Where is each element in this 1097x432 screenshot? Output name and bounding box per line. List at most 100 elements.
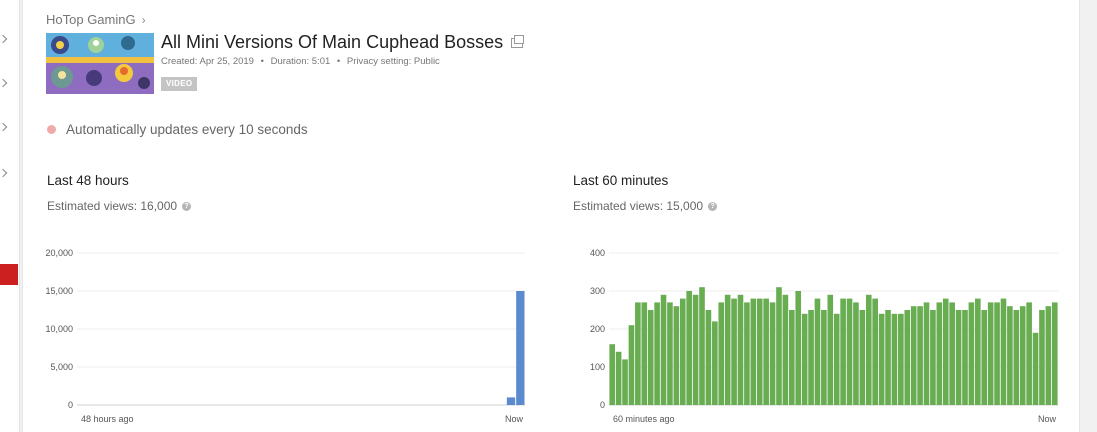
chart-bar — [846, 298, 853, 405]
left-nav-rail — [0, 0, 20, 432]
chart-bar — [516, 291, 525, 405]
chart-bar — [904, 310, 911, 405]
video-meta: Created: Apr 25, 2019 • Duration: 5:01 •… — [161, 56, 440, 67]
estimated-views-48-hours: Estimated views: 16,000 ? — [47, 199, 192, 213]
realtime-card: HoTop GaminG › All Mini Versions Of Main… — [22, 0, 1080, 432]
privacy-setting: Privacy setting: Public — [346, 56, 440, 67]
meta-separator: • — [260, 56, 264, 67]
thumbnail-artwork — [46, 33, 154, 94]
chart-bar — [975, 298, 981, 405]
video-thumbnail[interactable] — [46, 33, 154, 94]
chart-bar — [744, 302, 750, 405]
chart-bar — [910, 306, 917, 405]
estimated-views-48-hours-text: Estimated views: 16,000 — [47, 199, 178, 213]
chevron-icon[interactable] — [0, 168, 8, 178]
chart-bar — [699, 287, 705, 405]
chart-bar — [647, 310, 654, 405]
y-tick-label: 400 — [590, 248, 605, 258]
chart-bar — [635, 302, 641, 405]
chart-bar — [1013, 310, 1020, 405]
open-in-new-icon[interactable] — [511, 34, 525, 48]
nav-active-indicator[interactable] — [0, 264, 18, 285]
live-status-icon — [47, 125, 56, 134]
channel-name-link[interactable]: HoTop GaminG — [46, 12, 136, 27]
chart-bar — [827, 294, 834, 405]
chart-bar — [737, 294, 744, 405]
chart-bar — [756, 298, 763, 405]
estimated-views-60-minutes: Estimated views: 15,000 ? — [573, 199, 718, 213]
meta-separator: • — [336, 56, 341, 67]
y-tick-label: 5,000 — [50, 362, 73, 372]
chart-bar — [1051, 302, 1058, 405]
chart-bar — [789, 310, 795, 405]
chart-bar — [801, 313, 808, 405]
y-tick-label: 300 — [590, 286, 605, 296]
chart-bar — [994, 302, 1000, 405]
x-end-label: Now — [1038, 414, 1057, 424]
chart-bar — [724, 294, 731, 405]
chart-bar — [878, 313, 885, 405]
auto-update-status: Automatically updates every 10 seconds — [47, 122, 308, 137]
chart-bar — [840, 298, 846, 405]
chart-bar — [833, 313, 840, 405]
help-icon[interactable]: ? — [182, 201, 192, 211]
chart-bar — [731, 298, 737, 405]
y-tick-label: 0 — [600, 400, 605, 410]
video-title-row: All Mini Versions Of Main Cuphead Bosses — [161, 32, 525, 53]
chevron-icon[interactable] — [0, 34, 8, 44]
chart-bar — [1032, 332, 1039, 405]
chart-bar — [885, 310, 891, 405]
chevron-icon[interactable] — [0, 122, 8, 132]
video-title[interactable]: All Mini Versions Of Main Cuphead Bosses — [161, 32, 504, 52]
video-type-badge: VIDEO — [161, 77, 198, 91]
chart-bar — [981, 310, 988, 405]
chart-bar — [750, 298, 757, 405]
chart-bar — [949, 302, 955, 405]
chart-bar — [609, 344, 616, 405]
chart-bar — [769, 302, 776, 405]
chart-bar — [1039, 310, 1045, 405]
chart-60-minutes: 0 100 200 300 400 60 minutes ago Now — [590, 248, 1058, 424]
chart-bar — [955, 310, 962, 405]
chart-bar — [667, 302, 673, 405]
chart-bar — [936, 302, 943, 405]
chart-bar — [808, 310, 814, 405]
y-tick-label: 15,000 — [45, 286, 73, 296]
chart-bar — [930, 310, 936, 405]
x-start-label: 48 hours ago — [81, 414, 134, 424]
chart-bar — [712, 321, 718, 405]
chart-bar — [686, 291, 692, 405]
chevron-icon[interactable] — [0, 78, 8, 88]
chart-bar — [705, 310, 712, 405]
y-tick-label: 200 — [590, 324, 605, 334]
chart-bar — [1019, 306, 1026, 405]
chart-bar — [641, 302, 648, 405]
chart-bar — [795, 291, 802, 405]
chart-bar — [622, 359, 628, 405]
chart-bar — [679, 298, 686, 405]
chevron-right-icon: › — [141, 12, 146, 27]
chart-bar — [853, 302, 859, 405]
video-duration: Duration: 5:01 — [270, 56, 331, 67]
help-icon[interactable]: ? — [708, 201, 718, 211]
estimated-views-60-minutes-text: Estimated views: 15,000 — [573, 199, 704, 213]
chart-48-hours: 0 5,000 10,000 15,000 20,000 48 hours ago Now — [45, 248, 525, 424]
y-tick-label: 0 — [68, 400, 73, 410]
chart-bar — [1000, 298, 1007, 405]
chart-bar — [1007, 306, 1013, 405]
chart-bar — [763, 298, 769, 405]
chart-bar — [1026, 302, 1032, 405]
chart-bar — [872, 298, 878, 405]
chart-bar — [898, 313, 904, 405]
y-tick-label: 10,000 — [45, 324, 73, 334]
chart-bar — [660, 294, 667, 405]
chart-bar — [1045, 306, 1052, 405]
chart-bar — [718, 302, 725, 405]
chart-bar — [506, 397, 516, 405]
chart-bar — [917, 306, 923, 405]
chart-bar — [615, 351, 622, 405]
chart-bar — [628, 325, 635, 405]
chart-bar — [942, 298, 949, 405]
chart-bar — [821, 310, 827, 405]
chart-bar — [987, 302, 994, 405]
